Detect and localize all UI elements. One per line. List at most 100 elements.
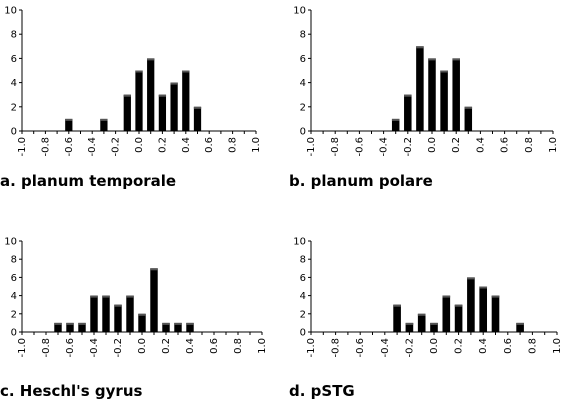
- x-tick-label: -0.4: [89, 338, 100, 358]
- y-tick-label: 6: [11, 273, 17, 284]
- histogram-bar-cap: [78, 322, 86, 325]
- y-tick-label: 2: [300, 102, 306, 113]
- histogram-bar: [440, 70, 448, 131]
- histogram-bar-cap: [186, 322, 194, 325]
- panel-caption: d. pSTG: [289, 382, 355, 400]
- histogram-bar-cap: [417, 313, 426, 316]
- histogram-bar-cap: [454, 304, 463, 307]
- histogram-bar: [391, 118, 400, 131]
- y-tick-label: 4: [300, 291, 306, 302]
- histogram-bar: [405, 322, 414, 332]
- histogram-bar: [102, 295, 110, 332]
- histogram-bar: [416, 46, 424, 131]
- panel-caption: b. planum polare: [289, 172, 433, 190]
- histogram-bar: [430, 322, 438, 332]
- histogram-bar: [150, 268, 158, 332]
- x-tick-label: 0.6: [204, 137, 215, 153]
- histogram-bar-cap: [479, 286, 488, 289]
- x-tick-label: 1.0: [257, 338, 268, 354]
- y-tick-label: 0: [300, 127, 306, 138]
- histogram-bar-cap: [170, 82, 178, 85]
- panel-planum-polare: 0 2 4 6 8 10 -1.0 -0.8 -0.6 -0.4 -0.2 0.0 0.2 0.4 0.6 0…: [289, 6, 559, 191]
- x-tick-label: 0.4: [478, 338, 489, 354]
- histogram-bar-cap: [90, 295, 98, 298]
- x-tick-label: 0.8: [527, 338, 538, 354]
- histogram-bar-cap: [416, 46, 424, 49]
- histogram-bar-cap: [162, 322, 170, 325]
- y-tick-label: 6: [11, 54, 17, 65]
- y-tick-label: 6: [300, 273, 306, 284]
- histogram-bar-cap: [100, 118, 108, 121]
- histogram-bar-cap: [123, 94, 131, 97]
- x-tick-label: -0.8: [41, 338, 52, 358]
- x-tick-label: -0.6: [65, 338, 76, 358]
- x-tick-label: 0.2: [451, 137, 462, 153]
- histogram-bar-cap: [66, 322, 74, 325]
- x-tick-label: -0.4: [379, 137, 390, 157]
- histogram-bar: [428, 58, 436, 131]
- y-tick-label: 0: [11, 328, 17, 339]
- histogram-bar: [147, 58, 155, 131]
- histogram-bar: [66, 322, 74, 332]
- x-tick-label: 0.0: [134, 137, 145, 153]
- x-tick-label: -0.8: [330, 137, 341, 157]
- x-tick-label: -0.8: [40, 137, 51, 157]
- histogram-bar: [158, 94, 167, 131]
- x-tick-label: 0.6: [500, 137, 511, 153]
- panel-caption: c. Heschl's gyrus: [0, 382, 143, 400]
- histogram-bar: [78, 322, 86, 332]
- y-tick-label: 4: [11, 291, 17, 302]
- y-tick-label: 10: [293, 237, 306, 248]
- x-tick-label: -0.6: [354, 137, 365, 157]
- x-tick-label: -1.0: [17, 338, 28, 358]
- x-tick-label: -0.2: [403, 137, 414, 157]
- x-tick-label: 1.0: [251, 137, 262, 153]
- histogram-bar-cap: [193, 106, 202, 109]
- x-tick-label: -1.0: [306, 338, 317, 358]
- histogram-bar: [65, 118, 73, 131]
- histogram-bar-cap: [174, 322, 182, 325]
- histogram-bar: [454, 304, 463, 332]
- histogram-bar: [404, 94, 412, 131]
- histogram-bar: [126, 295, 134, 332]
- histogram-bar: [417, 313, 426, 332]
- panel-pstg: 0 2 4 6 8 10 -1.0 -0.8 -0.6 -0.4 -0.2 0.0 0.2 0.4 0.6 0…: [289, 237, 563, 401]
- y-tick-label: 4: [300, 78, 306, 89]
- histogram-bar-cap: [102, 295, 110, 298]
- histogram-bar: [467, 277, 475, 332]
- histogram-bar: [170, 82, 178, 131]
- histogram-bar: [138, 313, 146, 332]
- histogram-bar: [516, 322, 524, 332]
- histogram-bar-cap: [150, 268, 158, 271]
- x-tick-label: -0.2: [111, 137, 122, 157]
- histogram-bar-cap: [430, 322, 438, 325]
- y-tick-label: 2: [11, 102, 17, 113]
- y-tick-label: 2: [11, 309, 17, 320]
- x-tick-label: -0.8: [331, 338, 342, 358]
- y-tick-label: 0: [11, 127, 17, 138]
- histogram-bar: [54, 322, 62, 332]
- x-tick-label: 0.0: [429, 338, 440, 354]
- histogram-bar-cap: [442, 295, 451, 298]
- x-tick-label: 0.4: [475, 137, 486, 153]
- y-tick-label: 4: [11, 78, 17, 89]
- histogram-bar-cap: [138, 313, 146, 316]
- x-tick-label: -1.0: [306, 137, 317, 157]
- y-tick-label: 2: [300, 309, 306, 320]
- histogram-bar-cap: [428, 58, 436, 61]
- histogram-bar: [186, 322, 194, 332]
- y-tick-label: 8: [300, 30, 306, 41]
- histogram-bar-cap: [135, 70, 143, 73]
- x-tick-label: -1.0: [17, 137, 28, 157]
- x-tick-label: 0.0: [137, 338, 148, 354]
- x-tick-label: 1.0: [552, 338, 563, 354]
- x-tick-label: 1.0: [548, 137, 559, 153]
- x-tick-label: -0.2: [404, 338, 415, 358]
- panel-caption: a. planum temporale: [0, 172, 176, 190]
- histogram-bar: [393, 304, 401, 332]
- histogram-bar-cap: [158, 94, 167, 97]
- y-tick-label: 8: [300, 255, 306, 266]
- x-tick-label: -0.6: [64, 137, 75, 157]
- histogram-bar: [452, 58, 460, 131]
- histogram-bar: [135, 70, 143, 131]
